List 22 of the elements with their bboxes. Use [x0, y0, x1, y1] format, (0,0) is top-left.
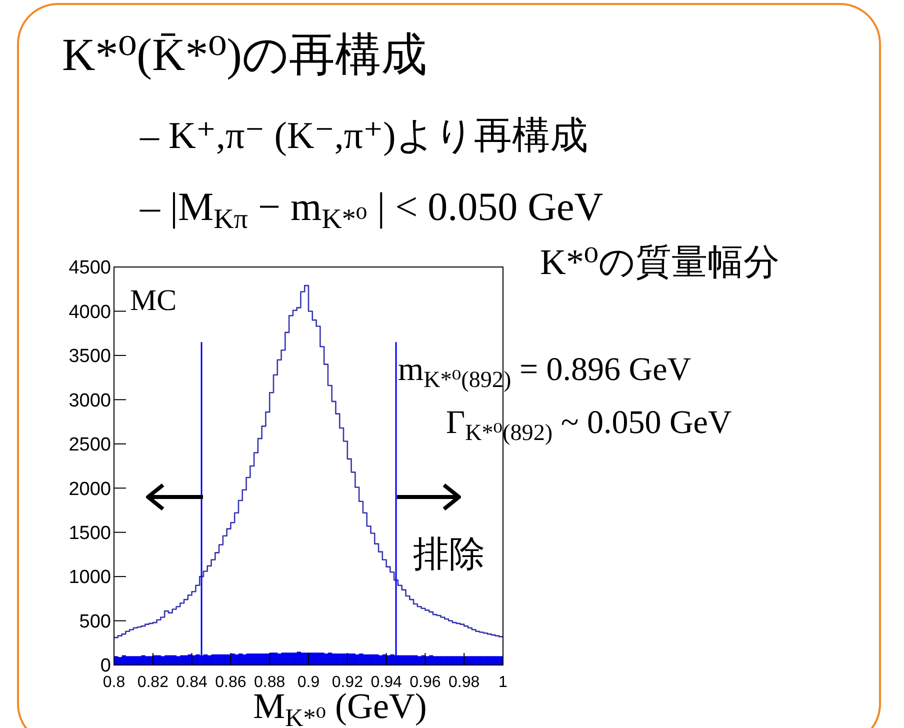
annotation: MC — [130, 284, 177, 317]
y-tick-label: 1000 — [68, 567, 111, 588]
text: – K⁺,π⁻ (K⁻,π⁺)より再構成 — [139, 115, 588, 157]
y-tick-label: 3500 — [68, 346, 111, 368]
chart-title: K*⁰(K̄*⁰)の再構成 — [62, 29, 427, 80]
y-tick-label: 3000 — [68, 390, 111, 412]
x-tick-label: 0.8 — [102, 674, 126, 691]
y-tick-label: 1500 — [68, 522, 111, 544]
y-tick-label: 500 — [79, 611, 111, 632]
y-tick-label: 4000 — [68, 302, 111, 323]
x-tick-label: 0.84 — [176, 674, 208, 691]
text: K*⁰の質量幅分 — [540, 242, 780, 282]
x-tick-label: 0.86 — [215, 674, 246, 691]
text: – |M$_{Kπ}$ − m$_{K*⁰}$| < 0.050 GeV — [139, 184, 604, 236]
annotation: 排除 — [413, 533, 485, 574]
x-tick-label: 1 — [498, 674, 508, 691]
x-tick-label: 0.82 — [137, 674, 169, 691]
y-tick-label: 4500 — [68, 258, 111, 279]
x-tick-label: 0.98 — [448, 674, 480, 691]
y-tick-label: 2500 — [68, 434, 111, 456]
y-tick-label: 0 — [100, 656, 111, 677]
y-tick-label: 2000 — [68, 478, 111, 500]
